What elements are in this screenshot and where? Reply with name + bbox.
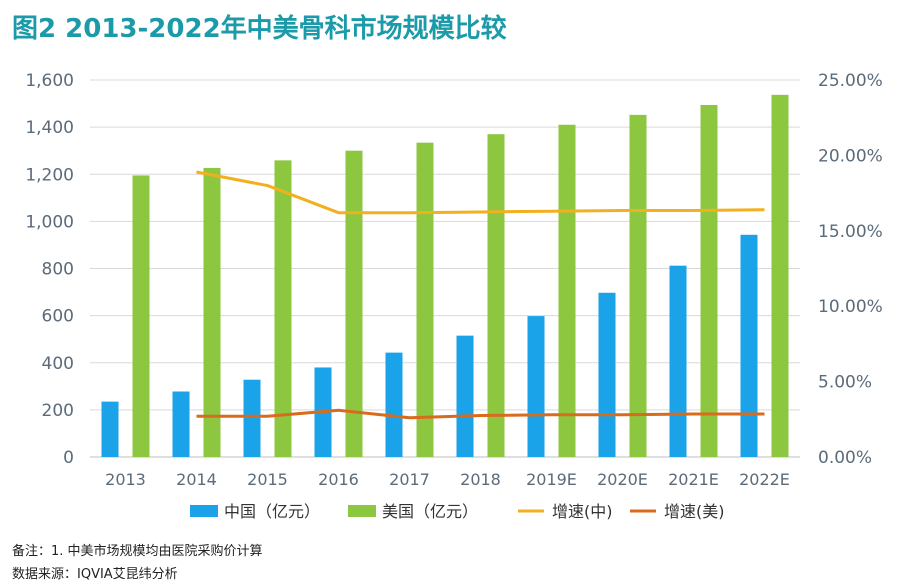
legend-label: 增速(美) [664,502,725,521]
legend-label: 美国（亿元） [382,502,478,521]
x-tick-label: 2014 [176,470,217,489]
x-tick-label: 2015 [247,470,288,489]
chart-title: 图2 2013-2022年中美骨科市场规模比较 [12,14,507,44]
series-line [196,170,765,215]
y-left-tick-label: 1,200 [25,165,74,185]
bar [274,160,292,457]
bar [101,401,119,457]
x-tick-label: 2020E [597,470,648,489]
y-left-tick-label: 800 [42,260,74,280]
x-tick-label: 2022E [739,470,790,489]
bar [629,114,647,457]
y-left-tick-label: 1,600 [25,71,74,91]
bar [416,142,434,457]
y-right-tick-label: 20.00% [818,146,883,166]
y-right-tick-label: 15.00% [818,222,883,242]
x-tick-label: 2016 [318,470,359,489]
y-right-tick-label: 10.00% [818,297,883,317]
footnote-source: 数据来源：IQVIA艾昆纬分析 [12,567,178,582]
x-tick-label: 2019E [526,470,577,489]
x-tick-label: 2013 [105,470,146,489]
bar [598,292,616,457]
x-tick-label: 2018 [460,470,501,489]
bar [740,234,758,457]
y-right-tick-label: 5.00% [818,373,872,393]
bar [527,316,545,457]
y-left-tick-label: 1,400 [25,118,74,138]
legend-swatch [348,505,376,517]
bar [487,134,505,457]
bar [700,104,718,457]
footnote-remark: 备注：1. 中美市场规模均由医院采购价计算 [12,544,263,559]
legend-label: 中国（亿元） [224,502,320,521]
bar [243,379,261,457]
bar [132,175,150,457]
legend-label: 增速(中) [552,502,613,521]
y-left-tick-label: 200 [42,401,74,421]
bar [345,150,363,457]
legend-swatch [190,505,218,517]
y-left-tick-label: 1,000 [25,212,74,232]
y-left-tick-label: 0 [63,448,74,468]
y-right-tick-label: 0.00% [818,448,872,468]
series-line [196,408,765,420]
bar [203,167,221,457]
bar [558,124,576,458]
bar [385,352,403,457]
bar [456,335,474,457]
y-left-tick-label: 400 [42,354,74,374]
bar [771,94,789,458]
bar [172,391,190,457]
x-tick-label: 2021E [668,470,719,489]
y-left-tick-label: 600 [42,307,74,327]
bar [669,265,687,457]
y-right-tick-label: 25.00% [818,71,883,91]
x-tick-label: 2017 [389,470,430,489]
